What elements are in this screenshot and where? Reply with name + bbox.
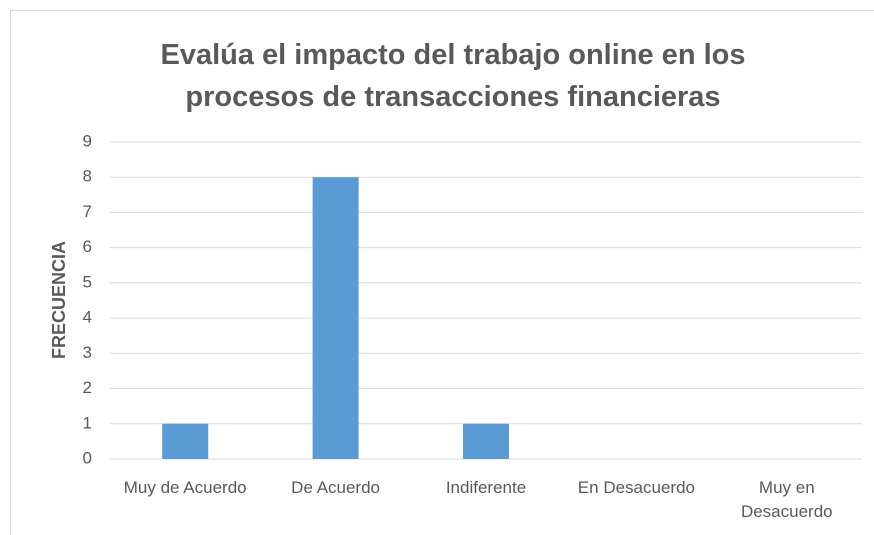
- y-tick-label: 4: [83, 308, 92, 327]
- x-tick-label: En Desacuerdo: [577, 478, 695, 497]
- y-tick-label: 6: [83, 237, 92, 256]
- x-tick-label: Muy de Acuerdo: [123, 478, 247, 497]
- y-tick-label: 0: [83, 448, 92, 467]
- chart-title: Evalúa el impacto del trabajo online en …: [160, 39, 746, 113]
- chart-border: [10, 10, 874, 535]
- x-tick-label: De Acuerdo: [291, 478, 381, 497]
- y-tick-label: 7: [83, 202, 92, 221]
- x-tick-label: Indiferente: [445, 478, 527, 497]
- bar: [463, 423, 509, 459]
- bar: [312, 177, 359, 459]
- y-tick-label: 9: [83, 131, 92, 150]
- y-tick-label: 1: [83, 413, 92, 432]
- y-axis-label: FRECUENCIA: [49, 241, 69, 359]
- y-tick-label: 3: [83, 343, 92, 362]
- y-tick-label: 5: [83, 272, 92, 291]
- y-tick-label: 8: [83, 167, 92, 186]
- bar: [162, 423, 209, 459]
- x-tick-label: Muy en Desacuerdo: [740, 478, 833, 521]
- y-tick-label: 2: [83, 378, 92, 397]
